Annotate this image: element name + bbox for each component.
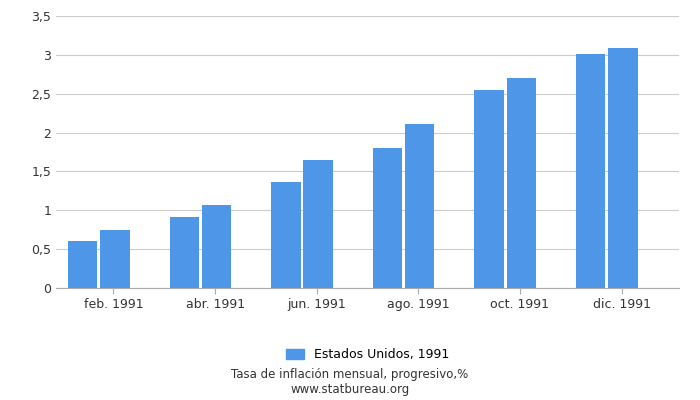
Bar	[68, 241, 97, 288]
Text: Tasa de inflación mensual, progresivo,%: Tasa de inflación mensual, progresivo,%	[232, 368, 468, 381]
Bar	[169, 216, 199, 288]
Bar	[303, 160, 332, 288]
Bar	[475, 90, 504, 288]
Legend: Estados Unidos, 1991: Estados Unidos, 1991	[281, 343, 454, 366]
Bar	[576, 54, 606, 288]
Bar	[608, 48, 638, 288]
Text: www.statbureau.org: www.statbureau.org	[290, 383, 410, 396]
Bar	[507, 78, 536, 288]
Bar	[373, 148, 402, 288]
Bar	[271, 182, 301, 288]
Bar	[405, 124, 434, 288]
Bar	[202, 205, 231, 288]
Bar	[100, 230, 130, 288]
